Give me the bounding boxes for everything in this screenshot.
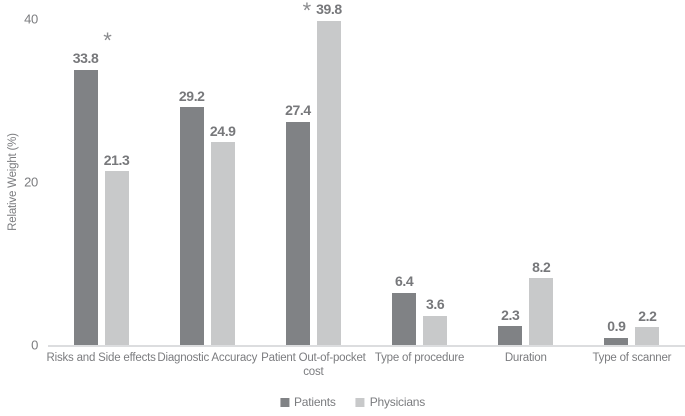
- bar-physicians: [104, 171, 129, 345]
- legend-label: Physicians: [369, 395, 426, 409]
- value-label: 2.2: [638, 307, 657, 324]
- plot-area: 33.8 21.3 * 29.2 24.9 27.4 39.8 * 6.4 3.6 2.3 8.2 0.…: [48, 0, 685, 347]
- bar-patients: [498, 326, 523, 345]
- y-tick-label: 40: [24, 11, 38, 27]
- bar-patients: [285, 121, 310, 345]
- bar-physicians: [316, 20, 341, 345]
- value-label: 21.3: [103, 152, 130, 169]
- bar-physicians: [210, 142, 235, 345]
- legend-item-patients: Patients: [279, 395, 336, 409]
- bar-patients: [604, 337, 629, 345]
- legend-swatch-patients: [279, 397, 289, 407]
- category-label: Diagnostic Accuracy: [157, 352, 258, 364]
- value-label: 8.2: [532, 258, 551, 275]
- bar-patients: [179, 107, 204, 345]
- x-axis-labels: Risks and Side effects Diagnostic Accurac…: [46, 351, 685, 387]
- value-label: 2.3: [501, 306, 520, 323]
- category-label: Type of scanner: [592, 352, 672, 364]
- value-label: 0.9: [607, 318, 626, 335]
- legend: Patients Physicians: [279, 395, 426, 409]
- value-label: 39.8: [316, 1, 342, 18]
- significance-asterisk: *: [302, 0, 312, 23]
- category-label: Type of procedure: [374, 352, 465, 364]
- category-label: Duration: [504, 352, 547, 364]
- category-label: Patient Out-of-pocket cost: [261, 352, 366, 379]
- legend-label: Patients: [293, 395, 336, 409]
- bar-patients: [73, 69, 98, 345]
- bar-physicians: [635, 327, 660, 345]
- legend-item-physicians: Physicians: [355, 395, 426, 409]
- category-label: Risks and Side effects: [46, 352, 156, 364]
- bar-physicians: [423, 315, 448, 345]
- y-tick-label: 20: [24, 174, 38, 190]
- significance-asterisk: *: [103, 27, 112, 53]
- value-label: 33.8: [72, 50, 99, 67]
- value-label: 6.4: [394, 273, 414, 290]
- bar-patients: [392, 292, 417, 345]
- value-label: 29.2: [178, 87, 205, 104]
- y-tick-label: 0: [31, 337, 38, 353]
- value-label: 3.6: [425, 296, 445, 313]
- legend-swatch-physicians: [355, 397, 365, 407]
- value-label: 27.4: [285, 102, 311, 119]
- value-label: 24.9: [209, 122, 236, 139]
- bar-physicians: [529, 278, 554, 345]
